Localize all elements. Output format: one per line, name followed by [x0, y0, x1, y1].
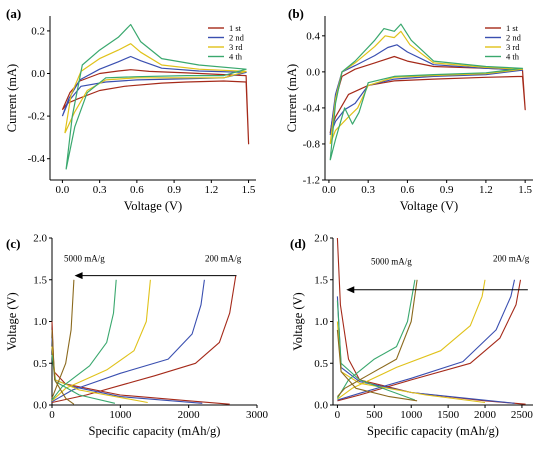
legend-label: 1 st: [506, 23, 519, 33]
panel-label: (a): [6, 6, 21, 21]
charge-curve: [51, 275, 237, 404]
x-tick-label: 0: [49, 409, 55, 421]
y-tick-label: 1.0: [314, 316, 328, 328]
y-tick-label: 2.0: [33, 233, 47, 245]
x-tick-label: 0.6: [401, 184, 415, 196]
rate-high-label: 5000 mA/g: [64, 253, 105, 263]
x-tick-label: 1.5: [242, 184, 256, 196]
charge-curve: [51, 279, 205, 403]
rate-arrowhead: [74, 272, 83, 280]
y-tick-label: 0.2: [31, 25, 45, 37]
x-tick-label: 0.3: [93, 184, 107, 196]
x-tick-label: 0.0: [56, 184, 70, 196]
legend-label: 2 nd: [506, 33, 522, 43]
legend-label: 4 th: [506, 52, 520, 62]
x-tick-label: 1000: [400, 409, 423, 421]
legend-label: 2 nd: [229, 33, 245, 43]
x-tick-label: 3000: [246, 409, 269, 421]
y-tick-label: 1.0: [33, 316, 47, 328]
legend-label: 4 th: [229, 52, 243, 62]
x-axis-title: Specific capacity (mAh/g): [89, 424, 221, 438]
y-tick-label: -0.8: [303, 138, 321, 150]
series-line: [329, 30, 524, 145]
charge-curve: [336, 279, 416, 399]
discharge-curve: [336, 300, 416, 401]
charge-curve: [336, 279, 418, 397]
x-axis-title: Voltage (V): [400, 199, 458, 213]
y-axis-title: Current (mA): [285, 64, 299, 132]
y-tick-label: 0.4: [306, 30, 320, 42]
rate-high-label: 5000 mA/g: [371, 257, 412, 267]
y-tick-label: 1.5: [314, 274, 328, 286]
series-line: [61, 55, 247, 117]
x-tick-label: 1000: [109, 409, 132, 421]
discharge-curve: [51, 329, 75, 405]
rate-low-label: 200 mA/g: [493, 253, 530, 263]
y-tick-label: -0.2: [28, 111, 45, 123]
y-axis-title: Current (mA): [5, 64, 19, 132]
x-tick-label: 0: [335, 409, 341, 421]
x-tick-label: 2000: [178, 409, 201, 421]
y-tick-label: 0.0: [31, 68, 45, 80]
panel-label: (c): [6, 236, 20, 251]
y-tick-label: -1.2: [303, 175, 320, 187]
y-tick-label: 0.0: [314, 400, 328, 412]
rate-low-label: 200 mA/g: [205, 253, 242, 263]
y-axis-title: Voltage (V): [291, 292, 305, 350]
y-axis-title: Voltage (V): [5, 292, 19, 350]
y-tick-label: 0.0: [33, 400, 47, 412]
rate-arrowhead: [346, 286, 355, 294]
y-tick-label: 0.5: [33, 358, 47, 370]
x-tick-label: 0.9: [167, 184, 181, 196]
x-tick-label: 1.5: [518, 184, 532, 196]
y-tick-label: -0.4: [303, 102, 321, 114]
x-tick-label: 2000: [474, 409, 497, 421]
panel-label: (b): [288, 6, 304, 21]
x-tick-label: 2500: [511, 409, 534, 421]
series-line: [329, 44, 524, 136]
x-tick-label: 1500: [437, 409, 460, 421]
series-line: [329, 23, 524, 161]
charge-curve: [337, 279, 486, 400]
y-tick-label: 0.0: [306, 66, 320, 78]
discharge-curve: [336, 296, 515, 404]
series-line: [61, 69, 250, 145]
x-tick-label: 0.9: [440, 184, 454, 196]
charge-curve: [51, 279, 151, 402]
legend-label: 1 st: [229, 23, 242, 33]
y-tick-label: 0.5: [314, 358, 328, 370]
legend-label: 3 rd: [506, 42, 520, 52]
x-tick-label: 0.3: [361, 184, 375, 196]
charge-curve: [337, 279, 516, 401]
charge-curve: [337, 279, 522, 402]
y-tick-label: -0.4: [28, 153, 46, 165]
series-line: [65, 23, 247, 170]
x-tick-label: 0.6: [130, 184, 144, 196]
panel-label: (d): [290, 236, 306, 251]
charge-curve: [51, 279, 75, 399]
x-axis-title: Voltage (V): [124, 199, 182, 213]
discharge-curve: [336, 329, 418, 402]
x-tick-label: 1.2: [204, 184, 218, 196]
x-tick-label: 1.2: [479, 184, 493, 196]
legend-label: 3 rd: [229, 42, 243, 52]
y-tick-label: 2.0: [314, 233, 328, 245]
x-axis-title: Specific capacity (mAh/g): [367, 424, 499, 438]
x-tick-label: 500: [366, 409, 383, 421]
x-tick-label: 0.0: [322, 184, 336, 196]
y-tick-label: 1.5: [33, 274, 47, 286]
